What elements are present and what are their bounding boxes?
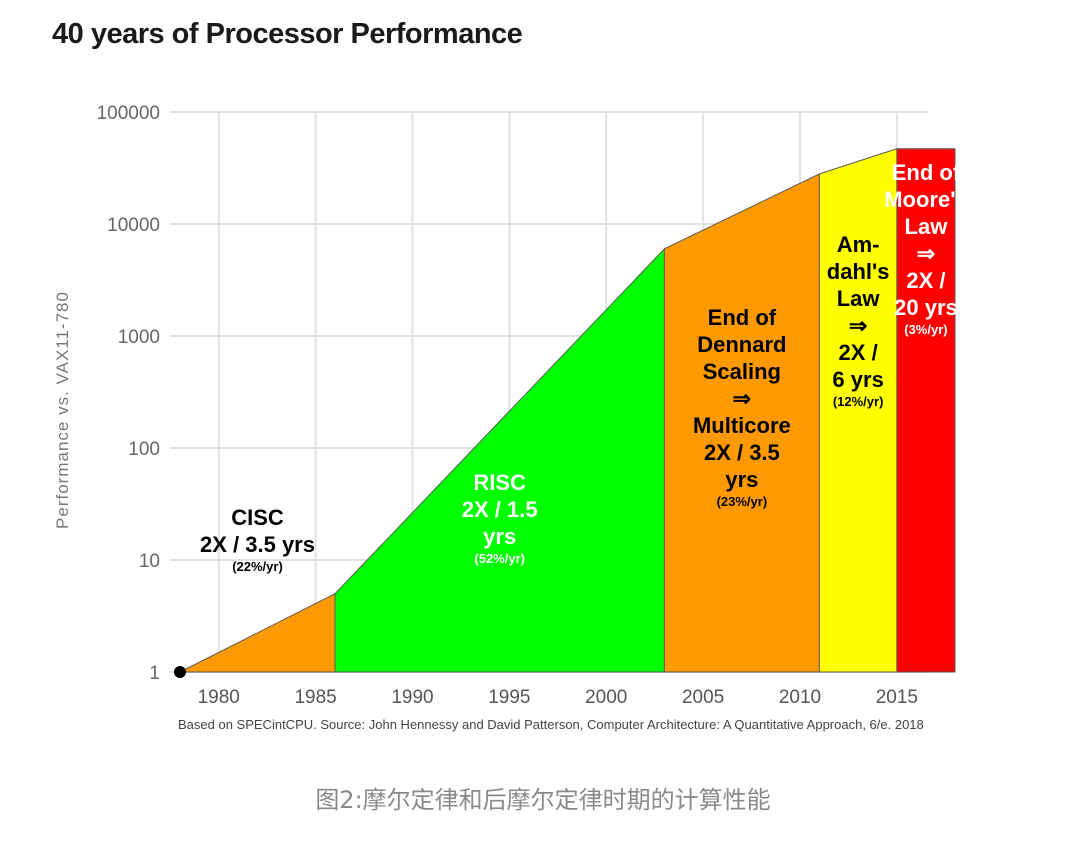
segment-area-4 <box>818 148 898 673</box>
x-tick-label: 1985 <box>294 687 336 708</box>
segment-5-label-line: End of <box>892 160 961 185</box>
y-tick-label: 1 <box>149 663 160 684</box>
y-tick-label: 100000 <box>97 103 160 124</box>
y-tick-label: 100 <box>128 439 160 460</box>
x-tick-label: 1990 <box>391 687 433 708</box>
segment-1-label-line: CISC <box>231 505 284 530</box>
segment-5-label-line: 2X / <box>906 268 945 293</box>
segment-area-2 <box>334 247 665 673</box>
segment-4-label-line: dahl's <box>827 259 890 284</box>
axes: 1 10 100 1000 10000 100000 1980 1985 1990 1995 200… <box>97 103 955 708</box>
figure-caption: 图2:摩尔定律和后摩尔定律时期的计算性能 <box>315 786 771 814</box>
segment-5-label-line: 20 yrs <box>894 295 958 320</box>
segment-3-label-line: Multicore <box>693 413 791 438</box>
segment-3-label-line: yrs <box>725 467 758 492</box>
segment-5-rate: (3%/yr) <box>904 322 947 337</box>
segment-1-label-line: 2X / 3.5 yrs <box>200 532 315 557</box>
segment-4-label-line: 6 yrs <box>832 367 883 392</box>
x-tick-label: 2005 <box>682 687 724 708</box>
x-tick-label: 2000 <box>585 687 627 708</box>
segment-area-1 <box>179 592 336 673</box>
start-marker <box>174 666 186 678</box>
segment-2-rate: (52%/yr) <box>474 551 525 566</box>
segment-4-label-line: 2X / <box>839 340 878 365</box>
segment-4-label-line: Am- <box>837 232 880 257</box>
segment-5-label-line: Law <box>905 214 949 239</box>
y-axis-label: Performance vs. VAX11-780 <box>53 291 72 529</box>
segment-4-rate: (12%/yr) <box>833 394 884 409</box>
segment-2-label-line: RISC <box>473 470 526 495</box>
segment-3-label-line: Scaling <box>703 359 781 384</box>
segment-3-label-line: Dennard <box>697 332 786 357</box>
x-tick-label: 1980 <box>198 687 240 708</box>
segment-3-label-line: ⇒ <box>733 386 751 411</box>
x-tick-label: 1995 <box>488 687 530 708</box>
y-tick-label: 1000 <box>118 327 160 348</box>
source-note: Based on SPECintCPU. Source: John Hennes… <box>178 717 924 732</box>
x-tick-label: 2010 <box>779 687 821 708</box>
segment-1-rate: (22%/yr) <box>232 559 283 574</box>
y-tick-label: 10000 <box>107 215 160 236</box>
x-tick-label: 2015 <box>876 687 918 708</box>
segment-3-label-line: 2X / 3.5 <box>704 440 780 465</box>
processor-performance-chart: 1 10 100 1000 10000 100000 1980 1985 1990 1995 200… <box>53 103 968 708</box>
segment-3-rate: (23%/yr) <box>717 494 768 509</box>
area-segments <box>179 148 956 673</box>
segment-5-label-line: Moore's <box>884 187 967 212</box>
segment-4-label-line: Law <box>837 286 881 311</box>
segment-2-label-line: yrs <box>483 524 516 549</box>
segment-3-label-line: End of <box>708 305 777 330</box>
y-tick-label: 10 <box>139 551 160 572</box>
segment-2-label-line: 2X / 1.5 <box>462 497 538 522</box>
segment-5-label-line: ⇒ <box>917 241 935 266</box>
segment-4-label-line: ⇒ <box>849 313 867 338</box>
chart-title: 40 years of Processor Performance <box>52 18 523 50</box>
